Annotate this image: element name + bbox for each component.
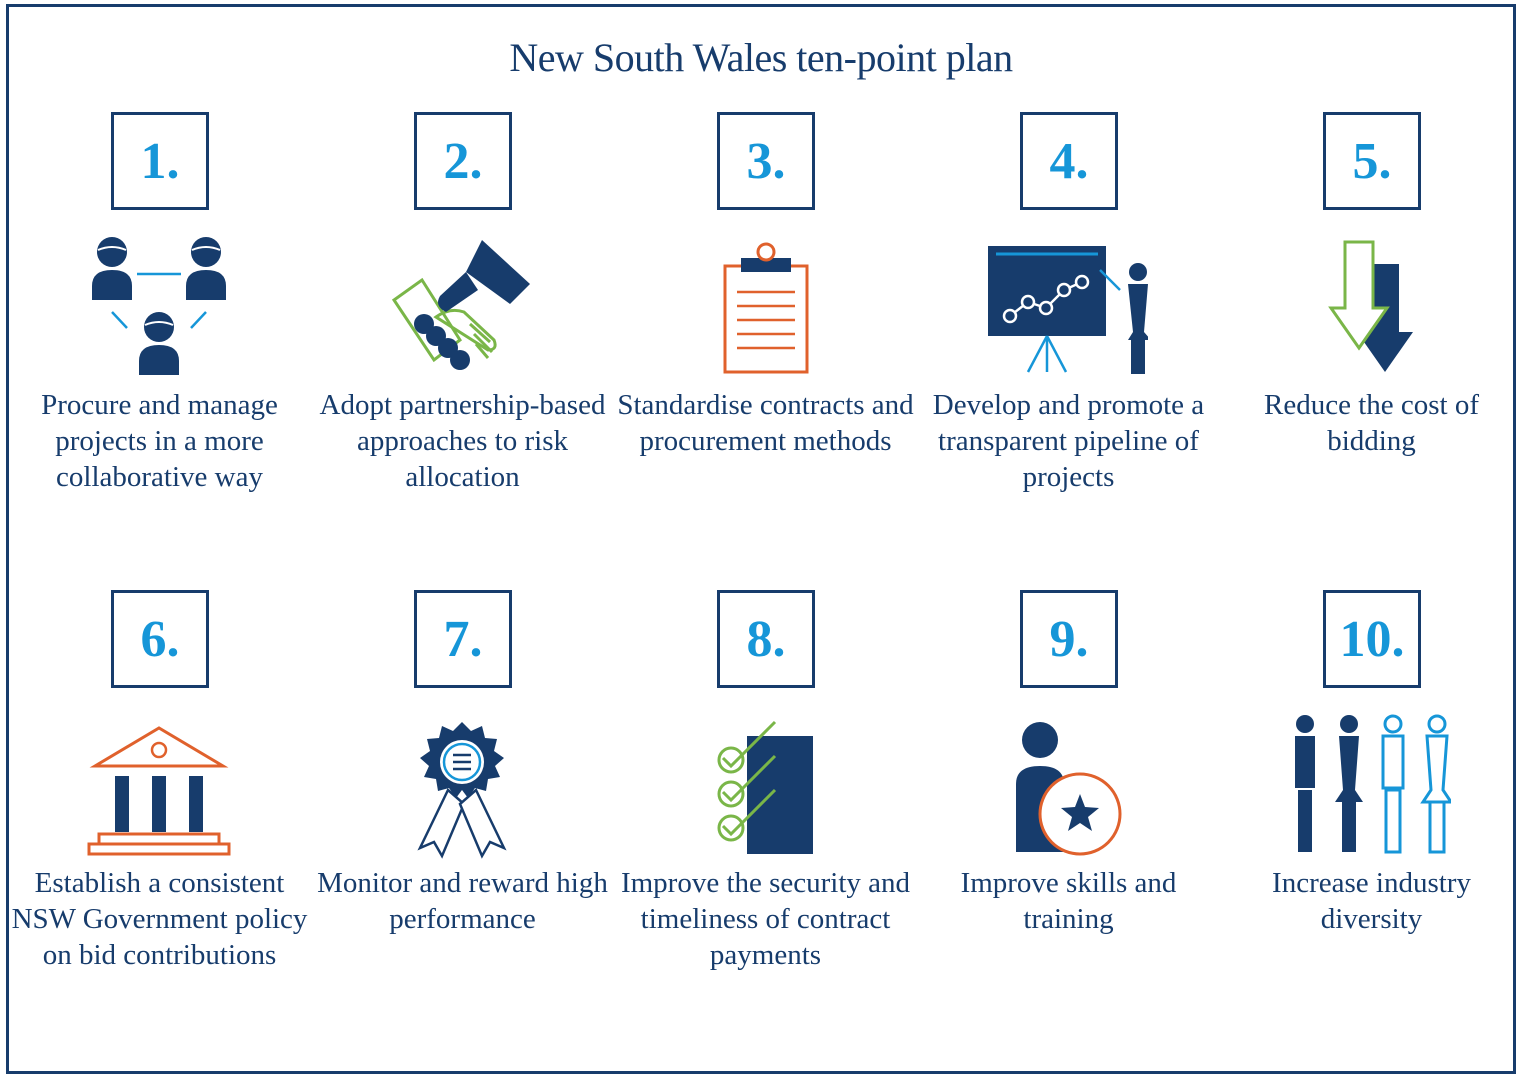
page-title: New South Wales ten-point plan (509, 35, 1013, 80)
item-label-3: Standardise contracts and procurement me… (617, 389, 914, 457)
down-arrows-icon (1328, 240, 1413, 372)
item-number-10: 10. (1323, 590, 1421, 688)
item-label-9: Improve skills and training (960, 867, 1177, 935)
item-number-9: 9. (1020, 590, 1118, 688)
item-label-8: Improve the security and timeliness of c… (620, 867, 911, 971)
item-number-6: 6. (111, 590, 209, 688)
item-number-7: 7. (414, 590, 512, 688)
person-star-icon (1016, 722, 1122, 856)
presentation-chart-icon (988, 246, 1148, 374)
handshake-icon (391, 240, 530, 370)
frame-border (6, 4, 1516, 1074)
item-number-5: 5. (1323, 112, 1421, 210)
item-number-8: 8. (717, 590, 815, 688)
item-number-4: 4. (1020, 112, 1118, 210)
clipboard-icon (723, 242, 809, 374)
item-label-6: Establish a consistent NSW Government po… (11, 867, 308, 971)
item-number-2: 2. (414, 112, 512, 210)
item-label-7: Monitor and reward high performance (317, 867, 608, 935)
item-label-5: Reduce the cost of bidding (1263, 389, 1479, 457)
item-label-2: Adopt partnership-based approaches to ri… (319, 389, 606, 493)
item-number-1: 1. (111, 112, 209, 210)
government-building-icon (87, 726, 231, 856)
item-label-4: Develop and promote a transparent pipeli… (932, 389, 1205, 493)
award-rosette-icon (417, 722, 507, 859)
collaboration-people-icon (92, 237, 226, 375)
item-number-3: 3. (717, 112, 815, 210)
diverse-people-icon (1295, 714, 1451, 854)
item-label-10: Increase industry diversity (1272, 867, 1471, 935)
checklist-icon (717, 720, 813, 854)
item-label-1: Procure and manage projects in a more co… (41, 389, 278, 493)
